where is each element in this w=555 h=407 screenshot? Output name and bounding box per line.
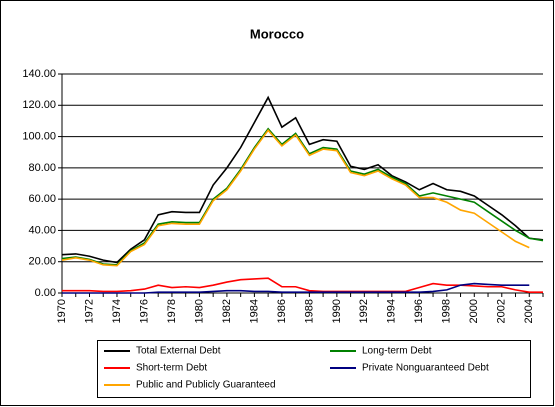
y-tick-label: 120.00 (22, 99, 56, 111)
legend-label: Private Nonguaranteed Debt (362, 363, 489, 374)
y-tick-label: 0.00 (35, 287, 56, 299)
x-tick-label: 1992 (358, 299, 370, 323)
x-tick-label: 2002 (496, 299, 508, 323)
legend-label: Public and Publicly Guaranteed (136, 380, 276, 391)
y-tick-label: 40.00 (28, 224, 56, 236)
x-tick-label: 1998 (441, 299, 453, 323)
x-tick-label: 1974 (111, 299, 123, 323)
legend-box (97, 340, 531, 398)
legend-label: Long-term Debt (362, 346, 432, 357)
x-tick-label: 1994 (386, 299, 398, 323)
y-tick-label: 80.00 (28, 162, 56, 174)
x-tick-label: 1990 (331, 299, 343, 323)
series-line (61, 127, 544, 266)
x-tick-label: 1976 (138, 299, 150, 323)
x-tick-label: 1980 (193, 299, 205, 323)
x-tick-label: 1988 (303, 299, 315, 323)
x-tick-label: 1972 (83, 299, 95, 323)
series-line (61, 95, 544, 264)
x-tick-label: 1996 (413, 299, 425, 323)
x-tick-label: 1978 (166, 299, 178, 323)
chart-title: Morocco (250, 26, 304, 41)
x-tick-label: 1984 (248, 299, 260, 323)
x-tick-label: 2004 (523, 299, 535, 323)
y-tick-label: 60.00 (28, 193, 56, 205)
y-tick-label: 100.00 (22, 130, 56, 142)
y-tick-label: 140.00 (22, 68, 56, 80)
x-tick-label: 1982 (221, 299, 233, 323)
series-line (62, 282, 530, 294)
legend-label: Total External Debt (136, 346, 221, 357)
series-line (61, 129, 530, 267)
y-tick-label: 20.00 (28, 256, 56, 268)
legend-label: Short-term Debt (136, 363, 207, 374)
x-tick-label: 1986 (276, 299, 288, 323)
x-tick-label: 2000 (468, 299, 480, 323)
x-tick-label: 1970 (56, 299, 68, 323)
